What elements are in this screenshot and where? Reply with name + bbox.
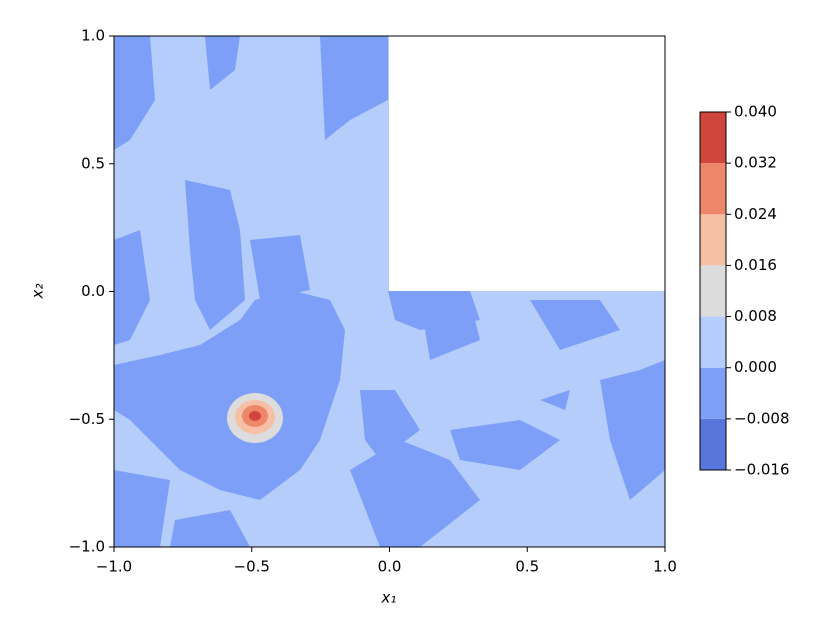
colorbar-segment: [700, 316, 726, 368]
colorbar-tick-label: 0.000: [734, 358, 777, 376]
colorbar-tick-label: 0.008: [734, 307, 777, 325]
colorbar-segment: [700, 163, 726, 215]
contour-regions: [114, 36, 665, 547]
x-tick-label: 1.0: [653, 558, 677, 576]
contour-region: [249, 411, 261, 421]
x-tick-label: −0.5: [234, 558, 270, 576]
colorbar-tick-label: 0.040: [734, 103, 777, 121]
colorbar-frame: [699, 111, 727, 471]
contour-field: [114, 36, 666, 547]
colorbar-segment: [700, 367, 726, 419]
y-tick-label: −1.0: [69, 538, 105, 556]
y-tick-label: 0.0: [81, 282, 105, 300]
colorbar-tick-label: 0.016: [734, 256, 777, 274]
x-tick-label: 0.5: [515, 558, 539, 576]
colorbar-tick-label: −0.008: [734, 409, 790, 427]
x-tick-label: 0.0: [378, 558, 402, 576]
x-tick-label: −1.0: [96, 558, 132, 576]
colorbar-tick-label: −0.016: [734, 461, 790, 479]
colorbar-segment: [700, 418, 726, 470]
colorbar-segment: [700, 265, 726, 317]
colorbar-tick-label: 0.024: [734, 205, 777, 223]
colorbar-segment: [700, 214, 726, 266]
outside-domain: [389, 36, 666, 291]
y-tick-label: 0.5: [81, 154, 105, 172]
y-tick-label: −0.5: [69, 410, 105, 428]
y-tick-label: 1.0: [81, 27, 105, 45]
colorbar-segment: [700, 112, 726, 164]
x-axis-label: x₁: [381, 589, 397, 607]
colorbar-tick-label: 0.032: [734, 154, 777, 172]
y-axis-label: x₂: [29, 284, 47, 300]
